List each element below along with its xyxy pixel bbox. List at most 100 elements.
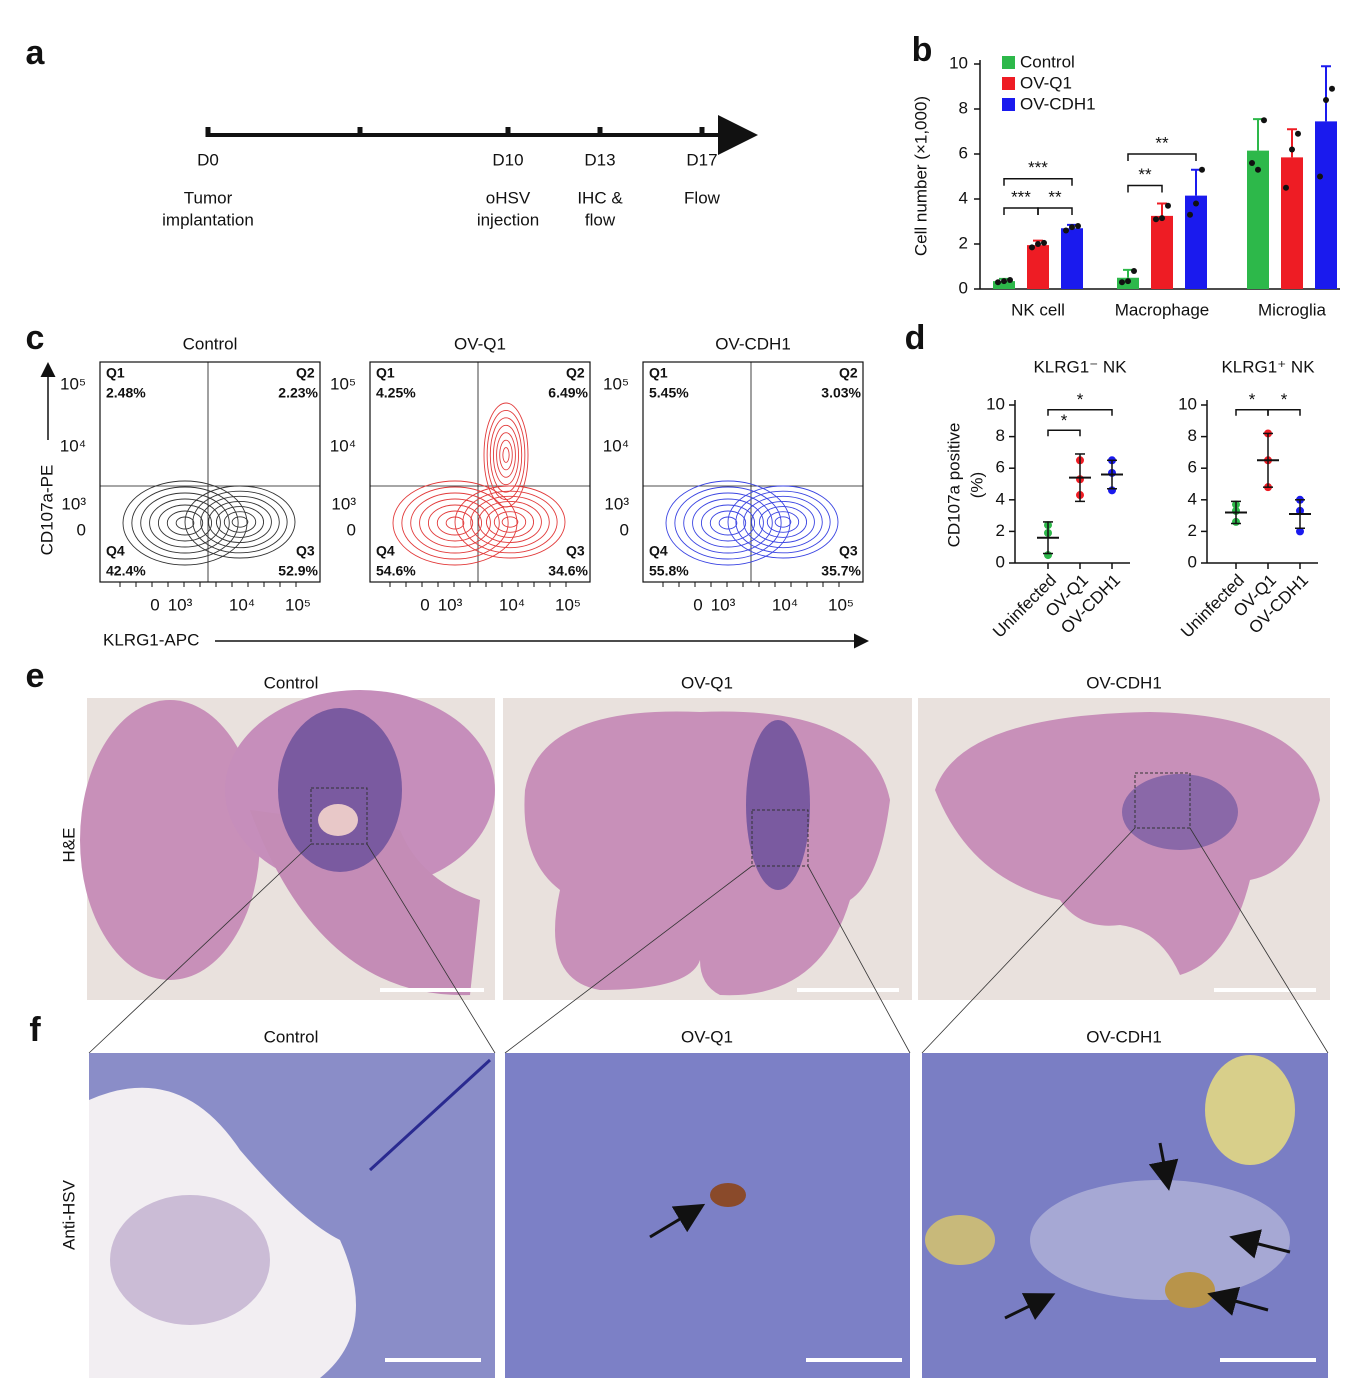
data-point (1029, 244, 1035, 251)
data-point (1125, 278, 1131, 285)
contour (215, 506, 265, 538)
contour (700, 504, 756, 542)
data-point (1063, 227, 1069, 234)
legend-swatch (1002, 56, 1015, 69)
contour (231, 516, 249, 528)
x-tick-label: 10⁴ (229, 595, 255, 614)
y-tick-label: 10⁵ (330, 374, 356, 393)
image-title: Control (264, 673, 319, 692)
contour (436, 510, 474, 536)
quadrant-name: Q4 (649, 543, 668, 559)
contour (766, 511, 800, 533)
contour (445, 516, 465, 530)
stain-region (925, 1215, 995, 1265)
y-axis-label: Cell number (×1,000) (911, 96, 930, 256)
significance-label: *** (1028, 158, 1048, 177)
data-point (1035, 241, 1041, 247)
event-label: Tumor (184, 188, 233, 207)
y-tick-label: 2 (996, 521, 1005, 540)
y-tick-label: 10 (1178, 394, 1197, 413)
plot-title: Control (183, 334, 238, 353)
row-label: Anti-HSV (59, 1179, 78, 1250)
y-tick-label: 8 (1188, 426, 1197, 445)
chart-title: KLRG1⁻ NK (1033, 357, 1127, 376)
significance-label: ** (1155, 133, 1169, 152)
y-tick-label: 10⁴ (603, 436, 629, 455)
data-point (1261, 117, 1267, 124)
legend-swatch (1002, 98, 1015, 111)
x-tick-label: 10⁴ (499, 595, 525, 614)
significance-label: * (1061, 411, 1068, 430)
contour (149, 498, 221, 548)
hsv-stain (1165, 1272, 1215, 1308)
legend-label: OV-Q1 (1020, 73, 1072, 92)
contour (492, 424, 520, 486)
fold (368, 1058, 492, 1172)
contour (470, 495, 550, 549)
x-tick-label: 10⁵ (285, 595, 311, 614)
data-point (1069, 224, 1075, 231)
quadrant-value: 42.4% (106, 563, 146, 579)
quadrant-name: Q2 (566, 365, 585, 381)
contour (718, 516, 738, 530)
image-title: OV-CDH1 (1086, 1027, 1162, 1046)
contour (502, 447, 510, 463)
data-point (1041, 239, 1047, 246)
timeline-label: D0 (197, 150, 219, 169)
data-point (1295, 130, 1301, 137)
contour (501, 516, 519, 528)
contour (692, 498, 764, 548)
contour (743, 495, 823, 549)
significance-label: *** (1011, 187, 1031, 206)
quadrant-value: 35.7% (821, 563, 861, 579)
y-axis-label: (%) (967, 472, 986, 498)
panel-label: d (905, 319, 926, 357)
x-tick-label: 10⁵ (828, 595, 854, 614)
data-point (1153, 216, 1159, 223)
contour (486, 409, 526, 501)
y-tick-label: 0 (996, 552, 1005, 571)
contour (200, 495, 280, 549)
bar (1151, 215, 1173, 289)
plot-frame (642, 361, 864, 583)
quadrant-name: Q2 (839, 365, 858, 381)
zoom-line (807, 865, 911, 1054)
contour (709, 510, 747, 536)
zoom-line (921, 827, 1136, 1054)
zoom-line (504, 865, 753, 1054)
y-tick-label: 10⁴ (330, 436, 356, 455)
necrosis (318, 804, 358, 836)
significance-bracket (1267, 408, 1301, 416)
contour (122, 480, 248, 566)
y-tick-label: 0 (77, 520, 86, 539)
significance-label: ** (1048, 187, 1062, 206)
quadrant-name: Q2 (296, 365, 315, 381)
event-label: Flow (684, 188, 721, 207)
tumor (746, 720, 810, 890)
y-tick-label: 0 (620, 520, 629, 539)
timeline-label: D10 (492, 150, 523, 169)
data-point (1249, 160, 1255, 166)
contour (184, 485, 296, 559)
data-point (1165, 202, 1171, 209)
legend-label: Control (1020, 52, 1075, 71)
panel-label: c (26, 319, 45, 357)
y-tick-label: 10 (949, 53, 968, 72)
y-tick-label: 8 (996, 426, 1005, 445)
x-tick-label: 10³ (438, 595, 463, 614)
panel-label: a (26, 34, 46, 72)
stroma (1030, 1180, 1290, 1300)
panel-label: f (29, 1011, 41, 1049)
contour (427, 504, 483, 542)
significance-label: * (1281, 390, 1288, 409)
ihc-image (505, 1053, 910, 1378)
quadrant-value: 5.45% (649, 385, 689, 401)
hsv-stain (710, 1183, 746, 1207)
contour (208, 500, 272, 544)
contour (483, 402, 529, 508)
quadrant-value: 2.48% (106, 385, 146, 401)
contour (131, 486, 239, 560)
arrow (649, 1203, 706, 1239)
contour (410, 492, 500, 554)
